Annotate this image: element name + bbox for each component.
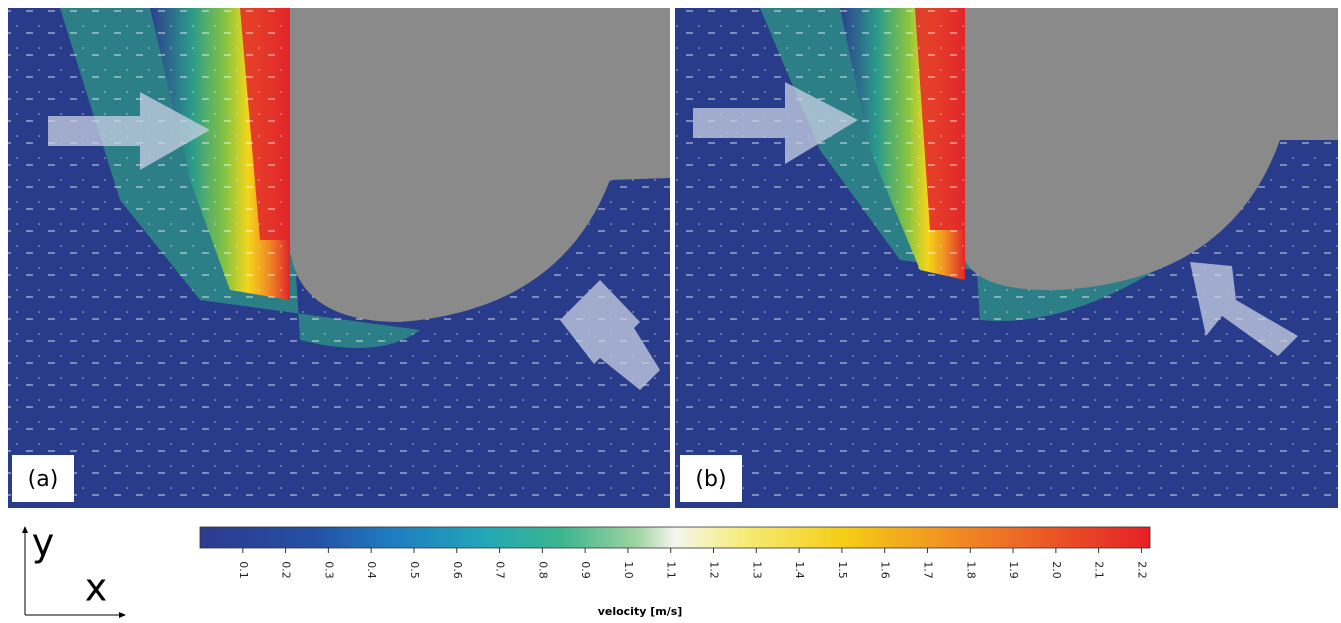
colorbar-ticks: 0.1 0.2 0.3 0.4 0.5 0.6 0.7 0.8 0.9 1.0 1.1 1.2 1.3 1… bbox=[237, 548, 1148, 579]
colorbar-tick-label: 1.4 bbox=[793, 561, 806, 579]
colorbar-tick-label: 0.7 bbox=[494, 561, 507, 579]
colorbar-tick-label: 0.3 bbox=[322, 561, 335, 579]
colorbar-label: velocity [m/s] bbox=[598, 605, 683, 618]
colorbar-tick-label: 1.7 bbox=[921, 561, 934, 579]
colorbar-tick-label: 0.8 bbox=[536, 561, 549, 579]
axis-arrow bbox=[119, 612, 126, 618]
colorbar-tick-label: 2.1 bbox=[1093, 561, 1106, 579]
panel-label: (b) bbox=[695, 467, 726, 492]
colorbar-tick-label: 0.9 bbox=[579, 561, 592, 579]
colorbar bbox=[199, 526, 1151, 549]
panel-label: (a) bbox=[28, 467, 59, 492]
colorbar-tick-label: 0.6 bbox=[451, 561, 464, 579]
axis-arrow bbox=[22, 526, 28, 533]
axis-label: x bbox=[85, 566, 108, 610]
panel-a-image: (a) bbox=[8, 8, 670, 508]
colorbar-tick-label: 1.1 bbox=[665, 561, 678, 579]
colorbar-tick-label: 1.2 bbox=[708, 561, 721, 579]
colorbar-tick-label: 2.2 bbox=[1135, 561, 1148, 579]
colorbar-tick-label: 1.9 bbox=[1007, 561, 1020, 579]
colorbar-tick-label: 0.1 bbox=[237, 561, 250, 579]
panel-b-image: (b) bbox=[675, 8, 1338, 508]
colorbar-tick-label: 0.2 bbox=[280, 561, 293, 579]
colorbar-tick-label: 1.6 bbox=[879, 561, 892, 579]
colorbar-tick-label: 1.5 bbox=[836, 561, 849, 579]
colorbar-tick-label: 1.3 bbox=[750, 561, 763, 579]
colorbar-tick-label: 2.0 bbox=[1050, 561, 1063, 579]
colorbar-tick-label: 0.4 bbox=[365, 561, 378, 579]
colorbar-tick-label: 0.5 bbox=[408, 561, 421, 579]
colorbar-tick-label: 1.0 bbox=[622, 561, 635, 579]
axis-label: y bbox=[32, 521, 55, 565]
colorbar-tick-label: 1.8 bbox=[964, 561, 977, 579]
